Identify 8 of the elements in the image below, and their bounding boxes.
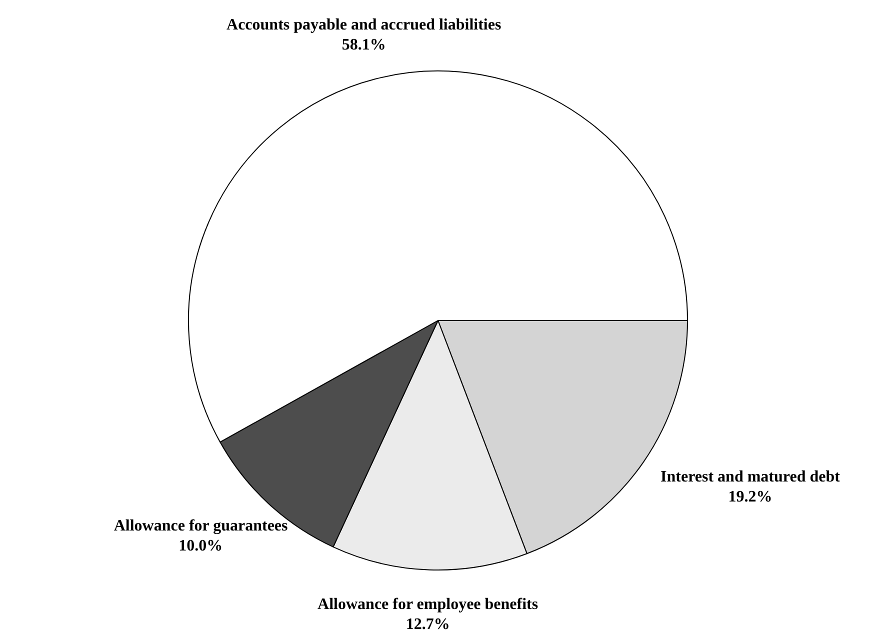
data-label: 19.2%	[728, 488, 772, 506]
data-label: 58.1%	[342, 36, 386, 54]
slice-label: Allowance for guarantees	[114, 518, 288, 535]
data-label: 12.7%	[406, 616, 450, 633]
slice-label: Accounts payable and accrued liabilities	[226, 16, 502, 34]
slice-label: Interest and matured debt	[660, 468, 841, 486]
slice-label: Allowance for employee benefits	[318, 596, 538, 613]
data-label: 10.0%	[178, 538, 223, 555]
